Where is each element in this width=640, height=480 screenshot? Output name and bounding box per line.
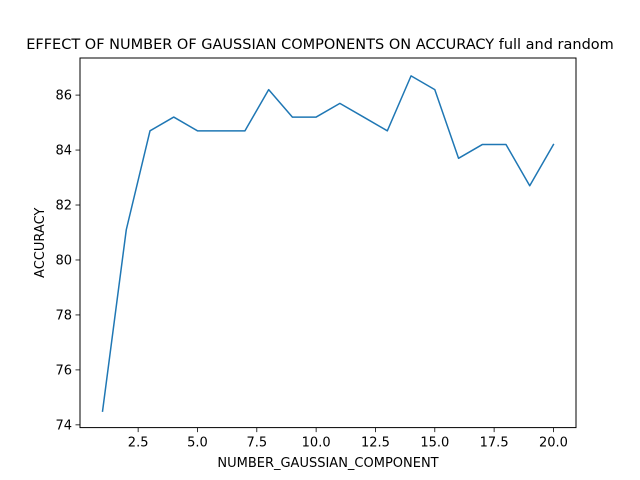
- chart-title: EFFECT OF NUMBER OF GAUSSIAN COMPONENTS …: [26, 37, 614, 53]
- x-tick-label: 12.5: [361, 436, 390, 451]
- x-tick-label: 5.0: [187, 436, 208, 451]
- x-tick-label: 20.0: [539, 436, 568, 451]
- y-axis-label: ACCURACY: [33, 208, 48, 278]
- plot-frame: [79, 57, 577, 429]
- x-tick-label: 2.5: [128, 436, 149, 451]
- y-tick-label: 82: [55, 199, 72, 214]
- y-tick-label: 78: [55, 308, 72, 323]
- series-line-0: [101, 75, 555, 412]
- x-tick-label: 10.0: [302, 436, 331, 451]
- axes: 2.5 5.0 7.5 10.0 12.5 15.0 17.5 20.0 74 76 78 80 82 8…: [55, 89, 567, 451]
- x-tick-label: 15.0: [420, 436, 449, 451]
- y-tick-label: 76: [55, 363, 72, 378]
- y-tick-label: 86: [55, 89, 72, 104]
- x-tick-label: 17.5: [480, 436, 509, 451]
- y-tick-label: 84: [55, 144, 72, 159]
- x-axis-label: NUMBER_GAUSSIAN_COMPONENT: [217, 456, 438, 471]
- plot-area: [101, 75, 555, 412]
- y-tick-label: 74: [55, 418, 72, 433]
- y-tick-label: 80: [55, 253, 72, 268]
- x-tick-label: 7.5: [246, 436, 267, 451]
